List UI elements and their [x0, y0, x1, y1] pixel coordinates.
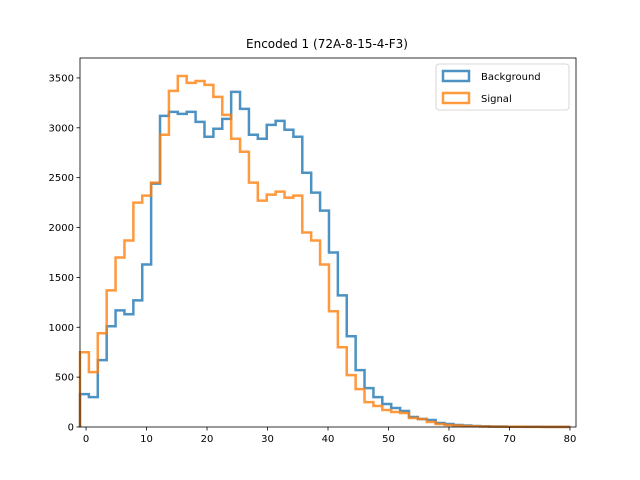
x-tick-label: 70 — [503, 434, 516, 445]
series-line-signal — [78, 74, 571, 429]
axes: 0 10 20 30 40 50 60 70 80 0 500 1000 1500 2000 2500 300… — [49, 57, 577, 445]
x-tick-label: 80 — [564, 434, 577, 445]
y-tick-label: 2000 — [49, 223, 74, 234]
y-tick-label: 3000 — [49, 123, 74, 134]
x-tick-label: 30 — [261, 434, 274, 445]
x-tick-label: 50 — [382, 434, 395, 445]
x-tick-label: 20 — [201, 434, 214, 445]
x-tick-label: 0 — [83, 434, 89, 445]
x-tick-label: 40 — [322, 434, 335, 445]
x-tick-label: 10 — [140, 434, 153, 445]
legend-label-signal: Signal — [481, 94, 512, 105]
legend-swatch-signal — [441, 91, 471, 105]
series-line-background — [78, 90, 571, 429]
y-tick-label: 3500 — [49, 73, 74, 84]
legend-swatch-background — [441, 69, 471, 83]
y-tick-label: 2500 — [49, 173, 74, 184]
legend-label-background: Background — [481, 72, 541, 83]
chart-title: Encoded 1 (72A-8-15-4-F3) — [246, 37, 408, 51]
y-tick-label: 1500 — [49, 273, 74, 284]
y-tick-label: 0 — [68, 423, 74, 434]
x-tick-label: 60 — [443, 434, 456, 445]
histogram-series — [78, 74, 571, 429]
y-tick-label: 500 — [55, 373, 74, 384]
legend: Background Signal — [435, 63, 570, 111]
y-tick-label: 1000 — [49, 323, 74, 334]
